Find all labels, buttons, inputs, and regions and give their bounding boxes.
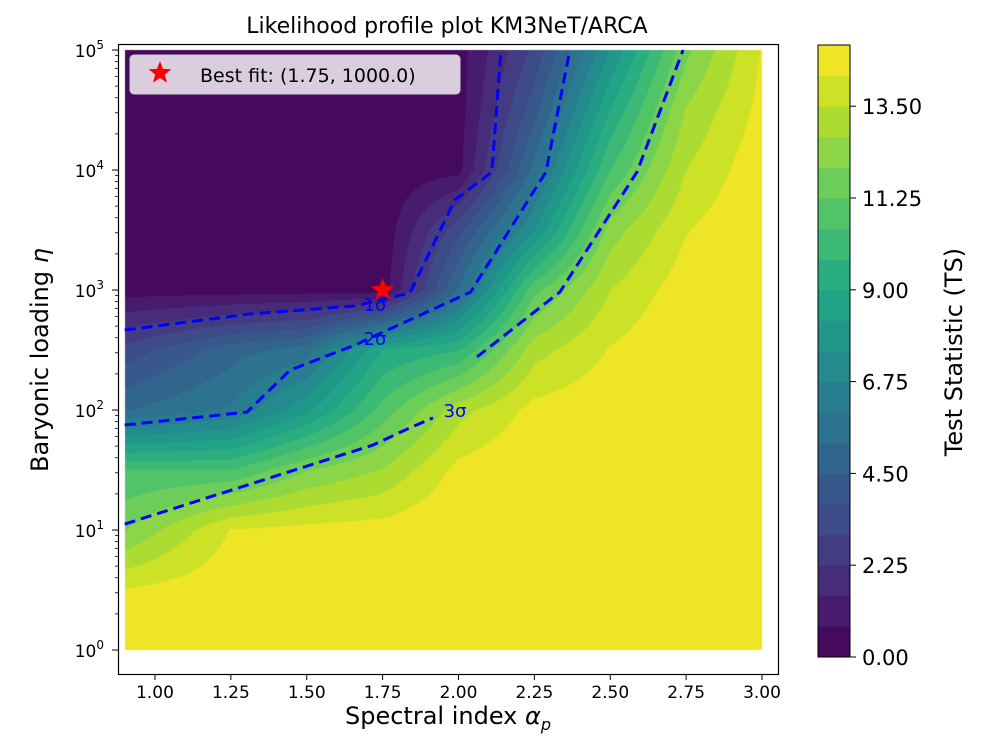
colorbar-band bbox=[818, 167, 850, 199]
colorbar-band bbox=[818, 45, 850, 77]
colorbar-band bbox=[818, 351, 850, 383]
colorbar-band bbox=[818, 442, 850, 474]
colorbar-band bbox=[818, 320, 850, 352]
colorbar-band bbox=[818, 136, 850, 168]
colorbar-frame bbox=[817, 44, 851, 658]
colorbar-band bbox=[818, 259, 850, 291]
chart-title: Likelihood profile plot KM3NeT/ARCA bbox=[246, 14, 647, 39]
colorbar-band bbox=[818, 595, 850, 627]
colorbar-tick-label: 0.00 bbox=[862, 646, 909, 670]
colorbar-band bbox=[818, 626, 850, 658]
contour-label-2sigma: 2σ bbox=[364, 329, 387, 350]
colorbar-band bbox=[818, 198, 850, 230]
y-tick-label: 100 bbox=[75, 638, 104, 662]
x-tick-label: 1.25 bbox=[212, 683, 250, 703]
y-tick-label: 103 bbox=[75, 278, 104, 302]
contour-label-1sigma: 1σ bbox=[364, 295, 387, 316]
colorbar-tick-label: 6.75 bbox=[862, 371, 909, 395]
y-tick-label: 104 bbox=[75, 158, 104, 182]
colorbar-tick-label: 9.00 bbox=[862, 279, 909, 303]
contour-line-3sigma bbox=[124, 416, 434, 526]
star-icon bbox=[148, 61, 172, 83]
colorbar-band bbox=[818, 106, 850, 138]
plot-frame bbox=[117, 43, 780, 676]
contour-line-1sigma bbox=[124, 49, 503, 332]
colorbar-band bbox=[818, 75, 850, 107]
y-axis-label: Baryonic loading η bbox=[26, 248, 54, 472]
colorbar-label: Test Statistic (TS) bbox=[940, 248, 968, 457]
legend: Best fit: (1.75, 1000.0) bbox=[129, 54, 461, 95]
colorbar-band bbox=[818, 412, 850, 444]
x-tick-label: 2.75 bbox=[667, 683, 705, 703]
colorbar-band bbox=[818, 504, 850, 536]
legend-label: Best fit: (1.75, 1000.0) bbox=[200, 65, 416, 87]
y-axis-ticks: 100 101 102 103 104 105 bbox=[75, 38, 118, 662]
x-tick-label: 3.00 bbox=[743, 683, 781, 703]
y-tick-label: 101 bbox=[75, 518, 104, 542]
contour-labels: 1σ 2σ 3σ bbox=[364, 295, 467, 422]
colorbar-tick-label: 2.25 bbox=[862, 554, 909, 578]
contour-label-3sigma: 3σ bbox=[444, 401, 467, 422]
colorbar-band bbox=[818, 228, 850, 260]
x-tick-label: 1.50 bbox=[288, 683, 326, 703]
y-tick-label: 102 bbox=[75, 398, 104, 422]
colorbar-band bbox=[818, 289, 850, 321]
best-fit-marker-group bbox=[371, 278, 394, 300]
y-tick-label: 105 bbox=[75, 38, 104, 62]
colorbar-band bbox=[818, 565, 850, 597]
x-tick-label: 2.25 bbox=[515, 683, 553, 703]
x-tick-label: 1.00 bbox=[136, 683, 174, 703]
legend-box bbox=[129, 54, 461, 95]
x-axis-label: Spectral index αp bbox=[345, 702, 551, 734]
colorbar-tick-label: 4.50 bbox=[862, 462, 909, 486]
colorbar-tick-label: 13.50 bbox=[862, 95, 922, 119]
colorbar-band bbox=[818, 534, 850, 566]
colorbar: 0.00 2.25 4.50 6.75 9.00 11.25 13.50 bbox=[817, 44, 922, 670]
colorbar-band bbox=[818, 473, 850, 505]
contour-line-3sigma bbox=[476, 49, 685, 359]
x-tick-label: 2.00 bbox=[440, 683, 478, 703]
colorbar-tick-label: 11.25 bbox=[862, 187, 922, 211]
best-fit-star-icon bbox=[371, 278, 394, 300]
x-tick-label: 1.75 bbox=[364, 683, 402, 703]
x-axis-ticks: 1.00 1.25 1.50 1.75 2.00 2.25 2.50 2.75 3.00 bbox=[136, 674, 781, 703]
contour-lines bbox=[124, 49, 685, 526]
colorbar-band bbox=[818, 381, 850, 413]
contour-line-2sigma bbox=[124, 49, 572, 427]
x-tick-label: 2.50 bbox=[591, 683, 629, 703]
